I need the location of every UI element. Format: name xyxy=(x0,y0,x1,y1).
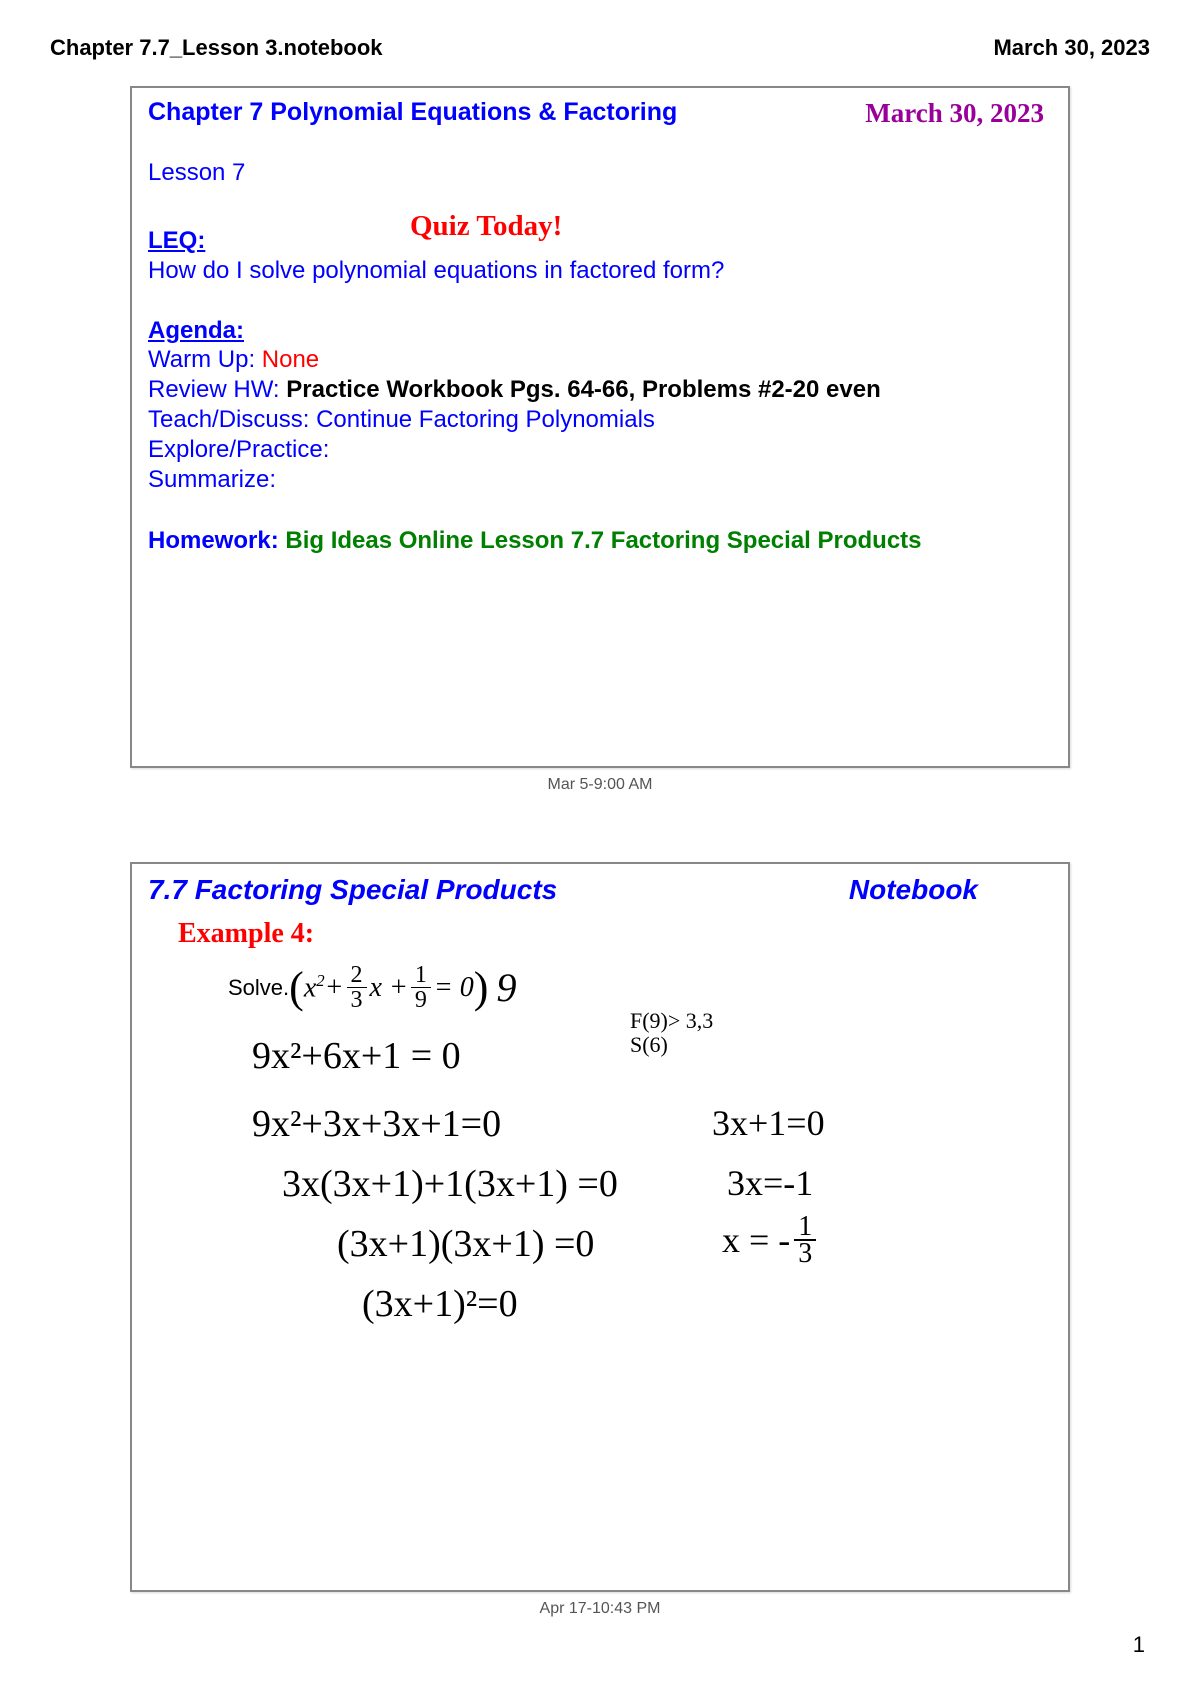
teach-label: Teach/Discuss: xyxy=(148,406,316,433)
paren-open: ( xyxy=(289,962,304,1013)
right-line-3: x = - 1 3 xyxy=(722,1214,816,1266)
homework-label: Homework: xyxy=(148,527,285,554)
lesson-number: Lesson 7 xyxy=(148,159,1052,187)
page-number: 1 xyxy=(1133,1632,1145,1658)
summarize-line: Summarize: xyxy=(148,465,1052,495)
notebook-label: Notebook xyxy=(849,874,978,906)
frac-1-9: 1 9 xyxy=(411,963,431,1012)
solve-label: Solve. xyxy=(228,975,289,1001)
equation-typed: ( x2 + 2 3 x + 1 9 = 0 ) 9 xyxy=(289,962,516,1013)
work-line-4: (3x+1)(3x+1) =0 xyxy=(337,1222,594,1266)
review-label: Review HW: xyxy=(148,376,286,403)
agenda-label: Agenda: xyxy=(148,317,1052,345)
eq-eq0: = 0 xyxy=(434,972,474,1004)
hand-9: 9 xyxy=(496,964,516,1011)
slide-2: 7.7 Factoring Special Products Notebook … xyxy=(130,862,1070,1592)
slide1-caption: Mar 5-9:00 AM xyxy=(0,776,1200,794)
page-header: Chapter 7.7_Lesson 3.notebook March 30, … xyxy=(0,0,1200,76)
work-line-1: 9x²+6x+1 = 0 xyxy=(252,1034,461,1078)
solve-line: Solve. ( x2 + 2 3 x + 1 9 = 0 ) 9 xyxy=(228,962,1052,1013)
warmup-line: Warm Up: None xyxy=(148,345,1052,375)
warmup-value: None xyxy=(262,346,319,373)
teach-value: Continue Factoring Polynomials xyxy=(316,406,655,433)
example-label: Example 4: xyxy=(178,918,1052,950)
date-handwritten: March 30, 2023 xyxy=(865,98,1044,129)
slide-1: Chapter 7 Polynomial Equations & Factori… xyxy=(130,86,1070,768)
review-value: Practice Workbook Pgs. 64-66, Problems #… xyxy=(286,376,881,403)
eq-x: x + xyxy=(370,972,408,1004)
work-line-5: (3x+1)²=0 xyxy=(362,1282,518,1326)
homework-line: Homework: Big Ideas Online Lesson 7.7 Fa… xyxy=(148,527,1052,555)
frac-1-3: 1 3 xyxy=(794,1214,816,1266)
homework-value: Big Ideas Online Lesson 7.7 Factoring Sp… xyxy=(285,527,921,554)
frac-2-3: 2 3 xyxy=(347,963,367,1012)
fs-note: F(9)> 3,3 S(6) xyxy=(630,1009,713,1057)
right-line-2: 3x=-1 xyxy=(727,1162,813,1204)
quiz-today: Quiz Today! xyxy=(410,210,562,243)
leq-text: How do I solve polynomial equations in f… xyxy=(148,257,1052,285)
leq-label: LEQ: xyxy=(148,227,1052,255)
paren-close: ) xyxy=(474,962,489,1013)
warmup-label: Warm Up: xyxy=(148,346,262,373)
eq-plus1: + xyxy=(325,972,344,1004)
right-line-1: 3x+1=0 xyxy=(712,1102,825,1144)
header-date: March 30, 2023 xyxy=(993,35,1150,61)
work-line-2: 9x²+3x+3x+1=0 xyxy=(252,1102,501,1146)
work-line-3: 3x(3x+1)+1(3x+1) =0 xyxy=(282,1162,618,1206)
filename: Chapter 7.7_Lesson 3.notebook xyxy=(50,35,383,61)
explore-line: Explore/Practice: xyxy=(148,435,1052,465)
eq-x2: x2 xyxy=(304,971,325,1004)
teach-line: Teach/Discuss: Continue Factoring Polyno… xyxy=(148,405,1052,435)
slide2-caption: Apr 17-10:43 PM xyxy=(0,1600,1200,1618)
review-line: Review HW: Practice Workbook Pgs. 64-66,… xyxy=(148,375,1052,405)
